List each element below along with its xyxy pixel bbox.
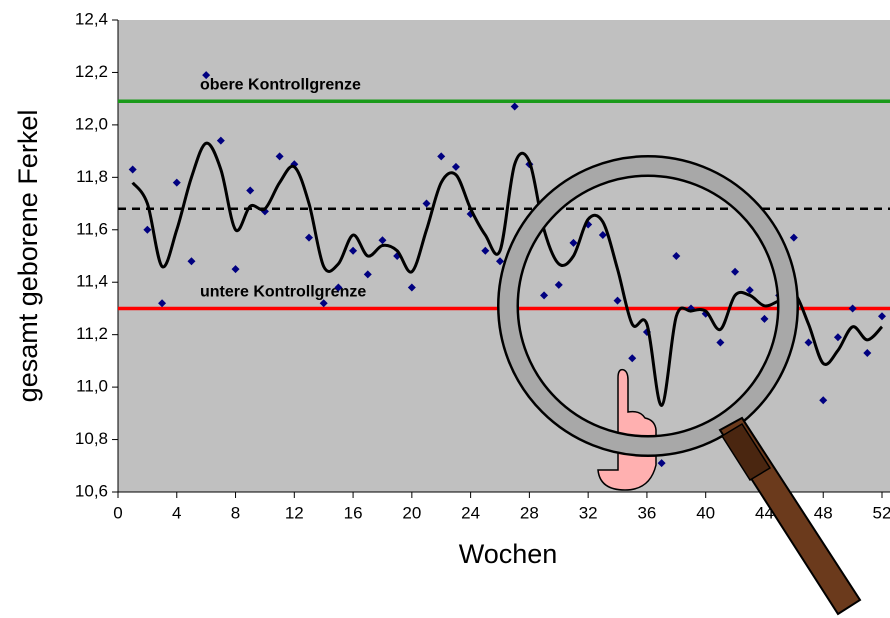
data-point xyxy=(510,102,519,111)
y-tick-label: 12,0 xyxy=(75,114,108,133)
data-point xyxy=(804,338,813,347)
data-point xyxy=(319,299,328,308)
x-tick-label: 12 xyxy=(285,503,304,522)
data-point xyxy=(789,233,798,242)
y-tick-label: 11,8 xyxy=(76,167,108,186)
data-point xyxy=(275,152,284,161)
data-point xyxy=(451,162,460,171)
magnifier xyxy=(497,155,862,616)
data-point xyxy=(216,136,225,145)
x-tick-label: 28 xyxy=(520,503,539,522)
data-point xyxy=(569,238,578,247)
data-point xyxy=(128,165,137,174)
data-point xyxy=(246,186,255,195)
y-axis-label: gesamt geborene Ferkel xyxy=(13,110,43,403)
x-tick-label: 40 xyxy=(696,503,715,522)
data-point xyxy=(613,296,622,305)
data-point xyxy=(819,396,828,405)
y-tick-label: 11,0 xyxy=(76,377,108,396)
data-point xyxy=(598,231,607,240)
data-point xyxy=(172,178,181,187)
lens-rim xyxy=(499,157,797,455)
data-point xyxy=(731,267,740,276)
data-point xyxy=(187,257,196,266)
data-point xyxy=(378,236,387,245)
x-tick-label: 52 xyxy=(873,503,890,522)
data-point xyxy=(672,252,681,260)
data-point xyxy=(407,283,416,292)
data-point xyxy=(863,349,872,358)
reference-label: untere Kontrollgrenze xyxy=(200,284,366,301)
data-point xyxy=(848,304,857,313)
y-tick-label: 11,2 xyxy=(76,324,108,343)
data-point xyxy=(554,280,563,289)
data-point xyxy=(158,299,167,308)
x-tick-label: 4 xyxy=(172,503,181,522)
y-tick-label: 12,2 xyxy=(75,62,108,81)
data-point xyxy=(833,333,842,342)
x-tick-label: 36 xyxy=(637,503,656,522)
y-tick-label: 10,6 xyxy=(75,481,108,500)
y-tick-label: 10,8 xyxy=(75,429,108,448)
handle-grip xyxy=(720,422,772,482)
x-tick-label: 8 xyxy=(231,503,240,522)
x-tick-label: 32 xyxy=(579,503,598,522)
data-point xyxy=(422,199,431,208)
data-point xyxy=(496,257,504,266)
plot-background xyxy=(118,20,890,492)
data-point xyxy=(305,233,313,242)
data-point xyxy=(231,265,240,274)
data-point xyxy=(657,459,666,468)
x-tick-label: 24 xyxy=(461,503,480,522)
data-point xyxy=(481,246,490,255)
reference-label: obere Kontrollgrenze xyxy=(200,77,361,94)
data-point xyxy=(878,312,886,321)
data-point xyxy=(760,314,769,323)
data-point xyxy=(143,225,152,234)
x-tick-label: 48 xyxy=(814,503,833,522)
y-tick-label: 12,4 xyxy=(75,9,108,28)
data-point xyxy=(349,246,358,255)
y-tick-label: 11,4 xyxy=(76,272,108,291)
data-point xyxy=(334,283,343,292)
hand-icon xyxy=(597,368,657,491)
y-tick-label: 11,6 xyxy=(76,219,108,238)
data-point xyxy=(745,286,754,295)
x-tick-label: 16 xyxy=(344,503,363,522)
data-point xyxy=(716,338,725,347)
smoothed-line xyxy=(131,141,884,407)
data-point xyxy=(628,354,637,363)
data-point xyxy=(437,152,446,161)
data-point xyxy=(202,71,211,80)
x-tick-label: 20 xyxy=(402,503,421,522)
data-point xyxy=(363,270,372,279)
x-axis-label: Wochen xyxy=(459,539,558,569)
plot: 10,6 10,8 11,0 11,2 11,4 11,6 11,8 12,0 12,2 12,4… xyxy=(75,9,890,522)
x-tick-label: 0 xyxy=(113,503,122,522)
data-point xyxy=(540,291,549,300)
